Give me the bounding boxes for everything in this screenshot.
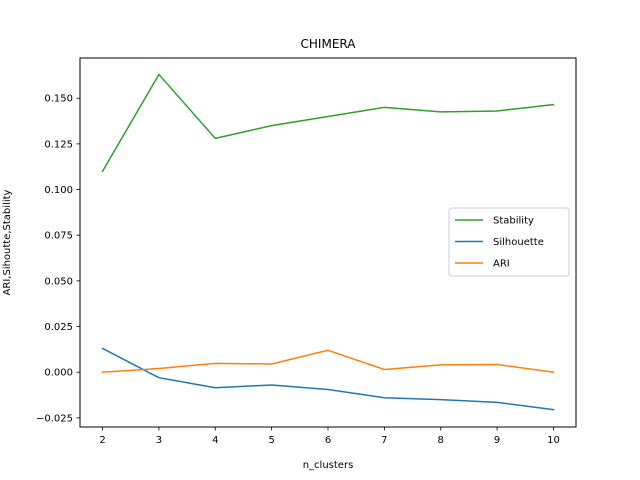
x-tick-label: 3: [156, 435, 162, 446]
x-tick-label: 9: [494, 435, 500, 446]
series-line-stability: [101, 73, 555, 173]
x-tick-label: 7: [381, 435, 387, 446]
legend-label-ari: ARI: [493, 259, 510, 270]
y-tick-label: 0.150: [44, 94, 73, 105]
legend: Stability Silhouette ARI: [448, 207, 570, 277]
y-tick-label: 0.000: [44, 368, 73, 379]
x-tick-label: 10: [547, 435, 560, 446]
y-axis: −0.025 0.000 0.025 0.050 0.075 0.100 0.125 0.15…: [36, 94, 80, 424]
y-tick-label: 0.100: [44, 185, 73, 196]
y-tick-label: 0.050: [44, 276, 73, 287]
chart-title: CHIMERA: [301, 37, 357, 51]
y-tick-label: −0.025: [36, 413, 73, 424]
y-axis-label: ARI,Sihoutte,Stability: [2, 189, 13, 295]
x-tick-label: 4: [212, 435, 218, 446]
legend-label-silhouette: Silhouette: [493, 237, 544, 248]
x-tick-label: 5: [268, 435, 274, 446]
x-tick-label: 6: [325, 435, 331, 446]
legend-box: [448, 207, 570, 277]
x-tick-label: 8: [438, 435, 444, 446]
series-line-ari: [101, 349, 555, 374]
x-tick-label: 2: [99, 435, 105, 446]
series-line-silhouette: [101, 347, 555, 411]
x-axis: 2 3 4 5 6 7 8 9 10: [99, 427, 560, 446]
y-tick-label: 0.075: [44, 231, 73, 242]
legend-label-stability: Stability: [493, 216, 534, 227]
y-tick-label: 0.125: [44, 139, 73, 150]
y-tick-label: 0.025: [44, 322, 73, 333]
series-layer: [101, 73, 555, 411]
x-axis-label: n_clusters: [303, 460, 354, 471]
